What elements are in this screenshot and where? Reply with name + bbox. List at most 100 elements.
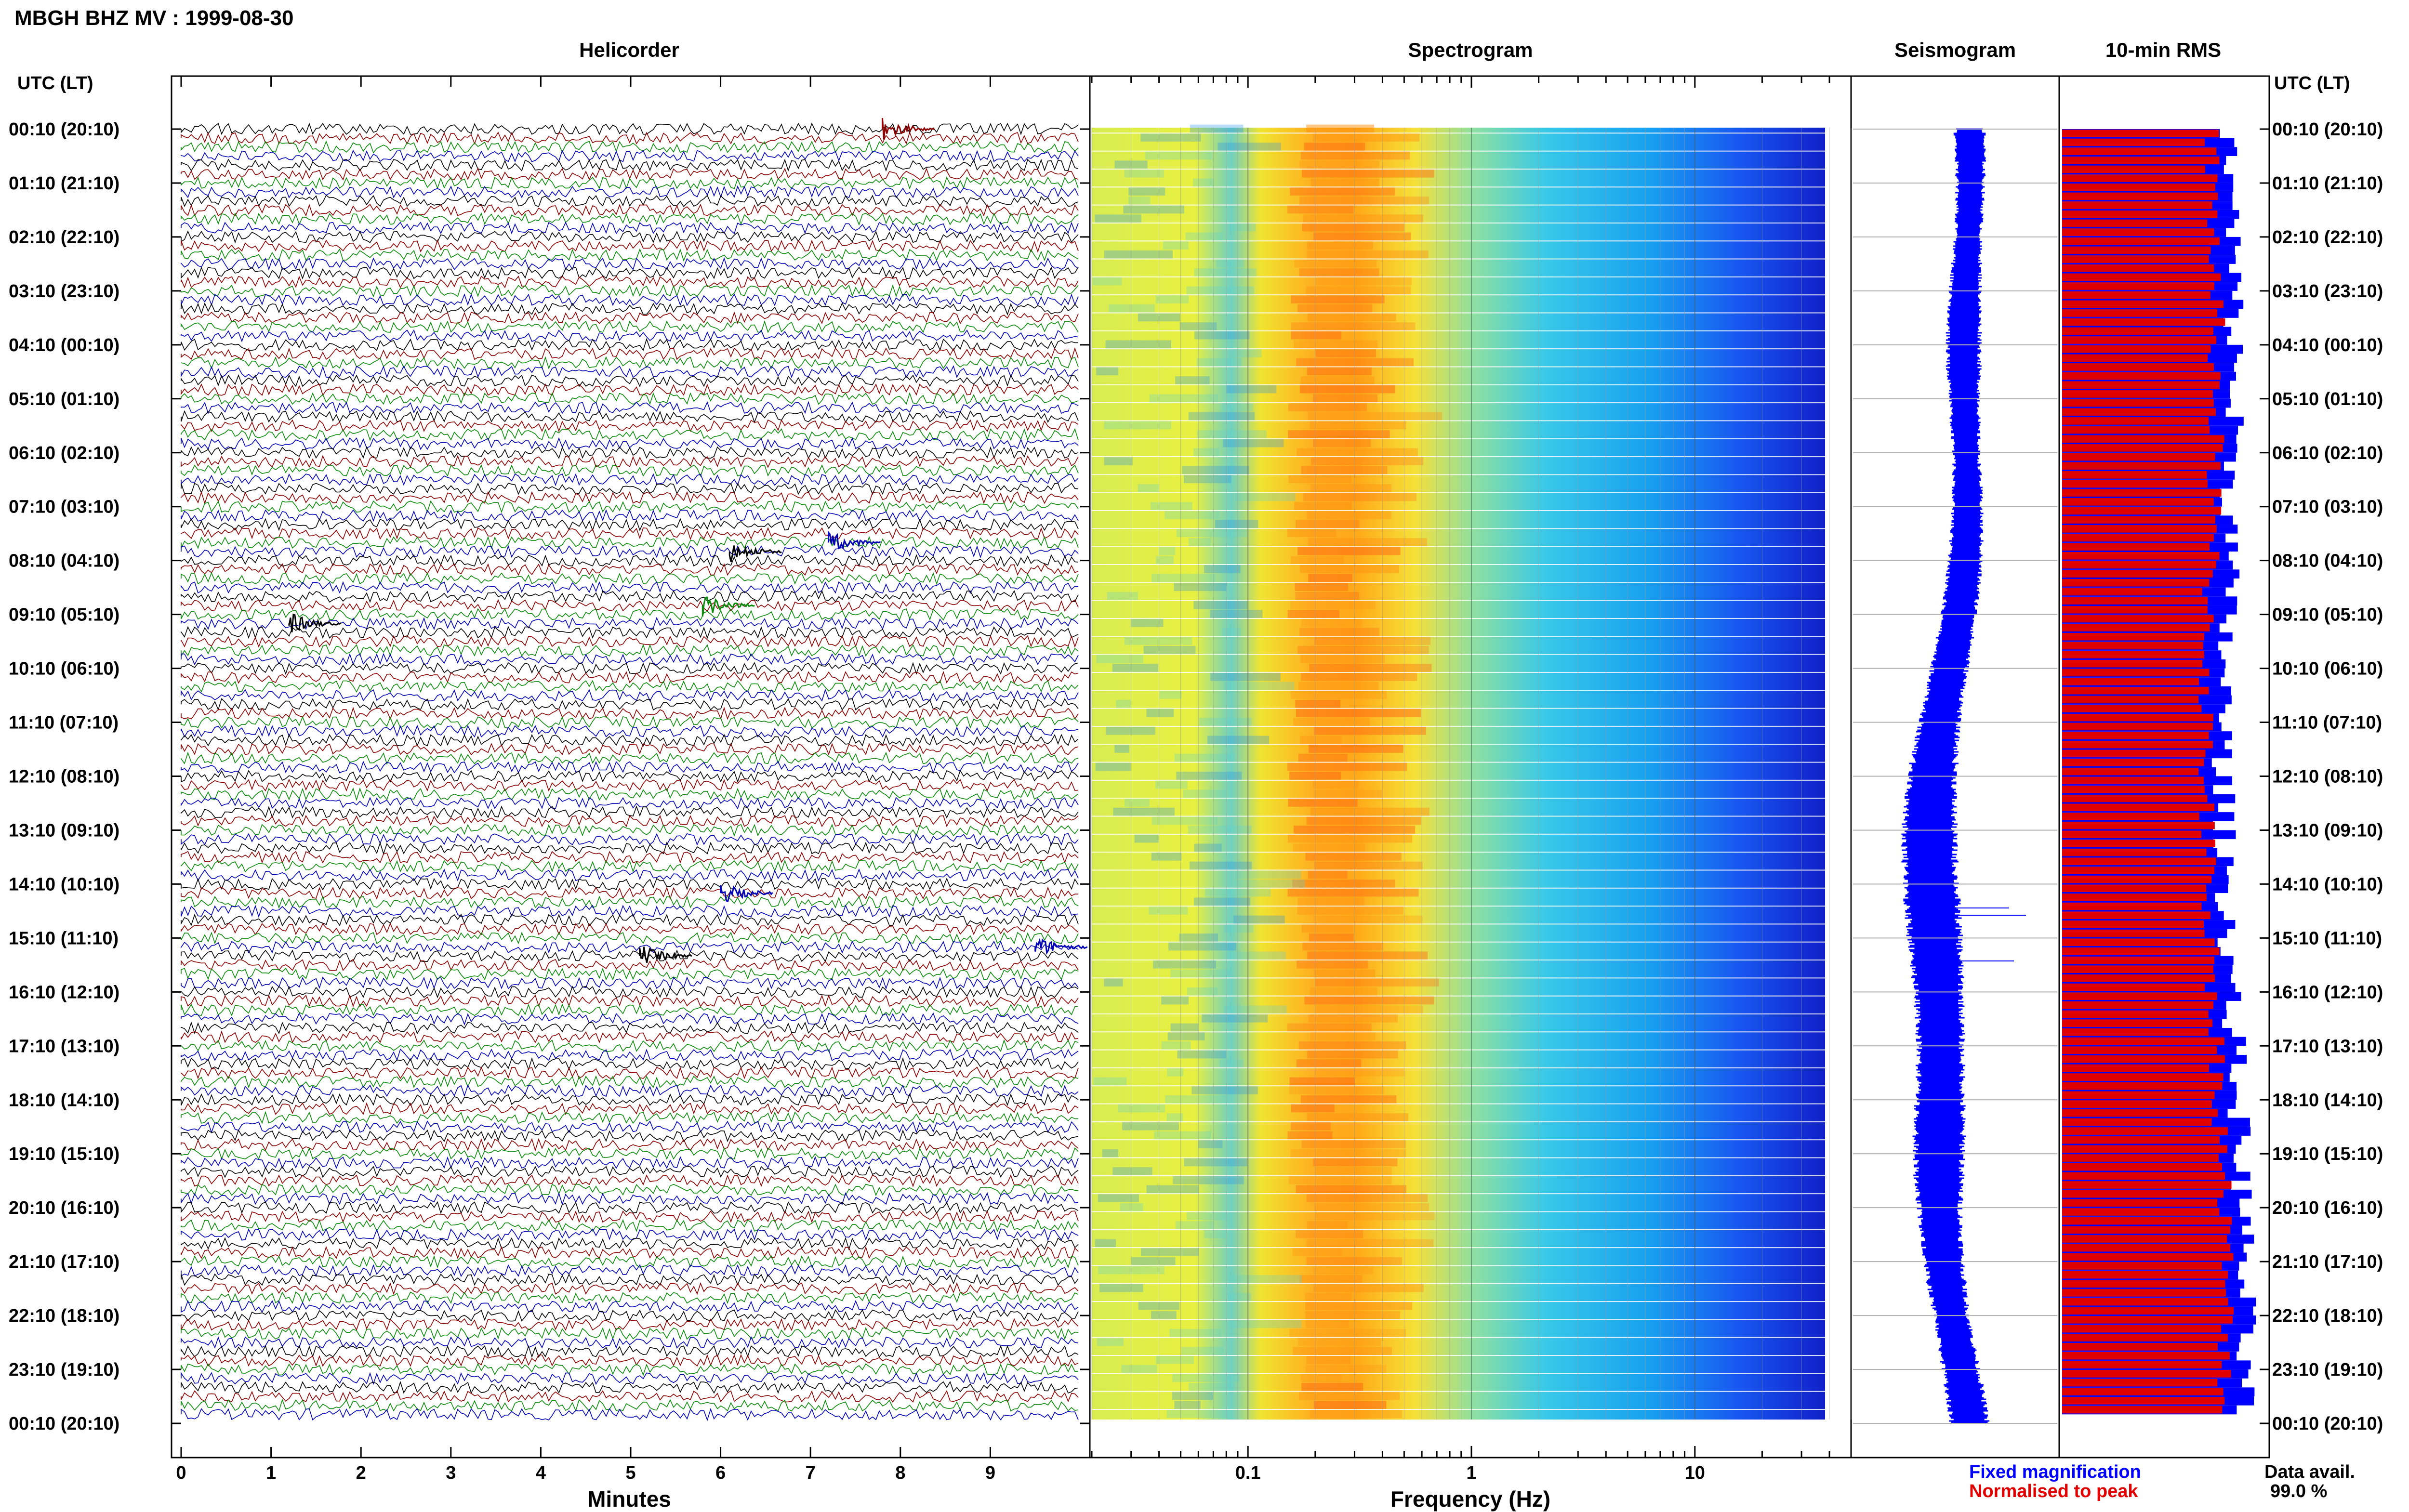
rms-normalised-bar xyxy=(2062,255,2209,263)
helicorder-trace xyxy=(181,329,1079,342)
spectrogram-low-cell xyxy=(1190,124,1244,133)
rms-normalised-bar xyxy=(2062,1343,2218,1351)
rms-normalised-bar xyxy=(2062,911,2210,920)
helicorder-trace xyxy=(181,904,1079,918)
rms-normalised-bar xyxy=(2062,1379,2218,1387)
helicorder-xtick-label: 3 xyxy=(446,1463,456,1483)
rms-normalised-bar xyxy=(2062,579,2210,587)
helicorder-trace xyxy=(181,1363,1079,1376)
helicorder-event xyxy=(702,596,755,617)
rms-normalised-bar xyxy=(2062,444,2223,452)
spectrogram-low-cell xyxy=(1104,978,1123,987)
spectrogram-peak-cell xyxy=(1307,1221,1348,1229)
spectrogram-peak-cell xyxy=(1307,951,1428,960)
rms-normalised-bar xyxy=(2062,786,2205,793)
helicorder-trace xyxy=(181,356,1079,369)
rms-normalised-bar xyxy=(2062,1190,2224,1198)
rms-normalised-bar xyxy=(2062,669,2210,677)
time-label-right: 06:10 (02:10) xyxy=(2272,443,2383,463)
spectrogram-peak-cell xyxy=(1306,816,1421,825)
spectrogram-peak-cell xyxy=(1298,753,1348,762)
spectrogram-low-cell xyxy=(1143,645,1196,654)
spectrogram-row-gap xyxy=(1092,798,1825,799)
rms-normalised-bar xyxy=(2062,570,2213,578)
spectrogram-low-cell xyxy=(1122,1122,1179,1131)
spectrogram-row-gap xyxy=(1092,762,1825,763)
helicorder-trace xyxy=(181,383,1079,396)
helicorder-trace xyxy=(181,293,1079,306)
spectrogram-peak-cell xyxy=(1301,1383,1363,1391)
spectrogram-low-cell xyxy=(1232,1275,1302,1283)
helicorder-trace xyxy=(181,1057,1079,1071)
helicorder-trace xyxy=(181,122,1079,135)
spectrogram-peak-cell xyxy=(1305,1365,1387,1373)
spectrogram-peak-cell xyxy=(1313,1284,1424,1292)
helicorder-trace xyxy=(181,491,1079,505)
spectrogram-row-gap xyxy=(1092,1229,1825,1230)
spectrogram-peak-cell xyxy=(1290,601,1376,609)
spectrogram-row-gap xyxy=(1092,1175,1825,1176)
spectrogram-row-gap xyxy=(1092,402,1825,404)
spectrogram-low-cell xyxy=(1226,385,1277,394)
time-label-right: 21:10 (17:10) xyxy=(2272,1252,2383,1272)
helicorder-trace xyxy=(181,1354,1079,1367)
rms-normalised-bar xyxy=(2062,210,2218,218)
spectrogram-row-gap xyxy=(1092,1013,1825,1014)
spectrogram-peak-cell xyxy=(1287,529,1336,538)
spectrogram-row-gap xyxy=(1092,204,1825,206)
helicorder-trace xyxy=(181,536,1079,550)
helicorder-trace xyxy=(181,149,1079,163)
spectrogram-peak-cell xyxy=(1314,1203,1429,1211)
spectrogram-peak-cell xyxy=(1297,907,1403,915)
spectrogram-row-gap xyxy=(1092,941,1825,943)
spectrogram-low-cell xyxy=(1155,1356,1194,1364)
spectrogram-low-cell xyxy=(1223,439,1284,447)
rms-normalised-bar xyxy=(2062,974,2215,982)
rms-normalised-bar xyxy=(2062,345,2211,353)
spectrogram-row-gap xyxy=(1092,348,1825,350)
spectrogram-peak-cell xyxy=(1312,394,1378,403)
spectrogram-peak-cell xyxy=(1297,897,1364,906)
rms-normalised-bar xyxy=(2062,1145,2227,1153)
spectrogram-low-cell xyxy=(1186,286,1254,295)
helicorder-trace xyxy=(181,1255,1079,1269)
rms-normalised-bar xyxy=(2062,1334,2228,1342)
spectrogram-low-cell xyxy=(1224,1005,1287,1013)
rms-normalised-bar xyxy=(2062,318,2225,326)
helicorder-trace xyxy=(181,1381,1079,1394)
spectrogram-low-cell xyxy=(1218,142,1281,151)
time-label-left: 13:10 (09:10) xyxy=(9,820,119,841)
spectrogram-low-cell xyxy=(1172,1392,1213,1400)
spectrogram-peak-cell xyxy=(1302,169,1434,178)
rms-normalised-bar xyxy=(2062,1127,2228,1135)
helicorder-trace xyxy=(181,1327,1079,1341)
rms-normalised-bar xyxy=(2062,282,2214,290)
helicorder-trace xyxy=(181,1156,1079,1170)
helicorder-trace xyxy=(181,257,1079,271)
helicorder-trace xyxy=(181,338,1079,352)
helicorder-trace xyxy=(181,195,1079,208)
spectrogram-peak-cell xyxy=(1297,960,1368,969)
rms-normalised-bar xyxy=(2062,1118,2212,1126)
spectrogram-low-cell xyxy=(1174,753,1235,762)
helicorder-trace xyxy=(181,959,1079,972)
spectrogram-low-cell xyxy=(1140,133,1201,142)
spectrogram-row-gap xyxy=(1092,995,1825,997)
spectrogram-peak-cell xyxy=(1306,1194,1428,1202)
rms-normalised-bar xyxy=(2062,219,2208,227)
spectrogram-peak-cell xyxy=(1300,655,1385,663)
rms-normalised-bar xyxy=(2062,1361,2222,1369)
spectrogram-low-cell xyxy=(1187,1212,1228,1221)
rms-normalised-bar xyxy=(2062,597,2208,605)
spectrogram-row-gap xyxy=(1092,1391,1825,1392)
spectrogram-peak-cell xyxy=(1308,412,1443,421)
spectrogram-peak-cell xyxy=(1292,880,1395,888)
spectrogram-peak-cell xyxy=(1300,1374,1342,1382)
spectrogram-low-cell xyxy=(1175,376,1210,384)
helicorder-trace xyxy=(181,1102,1079,1116)
spectrogram-row-gap xyxy=(1092,384,1825,385)
helicorder-trace xyxy=(181,851,1079,864)
spectrogram-peak-cell xyxy=(1287,1023,1372,1032)
rms-normalised-bar xyxy=(2062,659,2203,668)
helicorder-trace xyxy=(181,1030,1079,1044)
